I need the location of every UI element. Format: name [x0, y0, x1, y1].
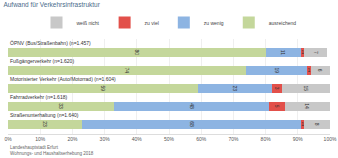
svg-text:1: 1: [301, 49, 304, 55]
svg-text:1: 1: [301, 121, 304, 127]
svg-text:zu viel: zu viel: [145, 20, 159, 26]
svg-text:1: 1: [308, 67, 311, 73]
svg-text:11: 11: [280, 50, 286, 55]
svg-text:74: 74: [124, 67, 130, 73]
svg-text:70%: 70%: [228, 136, 239, 142]
svg-text:50%: 50%: [164, 136, 175, 142]
svg-text:33: 33: [58, 103, 64, 109]
svg-text:Straßenunterhaltung (n=1.640): Straßenunterhaltung (n=1.640): [10, 112, 79, 118]
svg-text:5: 5: [274, 105, 280, 108]
svg-text:Fußgängerverkehr (n=1.620): Fußgängerverkehr (n=1.620): [10, 58, 74, 64]
svg-text:15: 15: [303, 85, 309, 91]
svg-text:0%: 0%: [4, 136, 12, 142]
svg-text:90%: 90%: [293, 136, 304, 142]
svg-text:Motorisierter Verkehr (Auto/Mo: Motorisierter Verkehr (Auto/Motorrad) (n…: [10, 76, 116, 82]
svg-text:100%: 100%: [324, 136, 337, 142]
svg-text:ausreichend: ausreichend: [269, 20, 296, 26]
svg-text:10%: 10%: [35, 136, 46, 142]
svg-text:Landeshauptstadt ErfurtWohnung: Landeshauptstadt ErfurtWohnungs- und Hau…: [10, 145, 94, 156]
svg-text:23: 23: [232, 85, 238, 91]
svg-text:80: 80: [134, 50, 140, 56]
svg-text:40%: 40%: [132, 136, 143, 142]
svg-text:60%: 60%: [196, 136, 207, 142]
svg-text:80%: 80%: [261, 136, 272, 142]
svg-text:7: 7: [313, 51, 319, 54]
svg-text:23: 23: [42, 121, 48, 127]
svg-text:68: 68: [189, 121, 195, 127]
svg-text:59: 59: [100, 85, 106, 91]
svg-text:6: 6: [317, 69, 323, 72]
svg-text:Fahrradverkehr (n=1.618): Fahrradverkehr (n=1.618): [10, 94, 67, 100]
svg-text:8: 8: [314, 123, 320, 126]
svg-text:ÖPNV (Bus/Straßenbahn) (n=1.45: ÖPNV (Bus/Straßenbahn) (n=1.457): [10, 40, 91, 46]
svg-text:3: 3: [274, 87, 280, 90]
svg-text:zu wenig: zu wenig: [204, 20, 224, 26]
svg-text:30%: 30%: [100, 136, 111, 142]
svg-text:Aufwand für Verkehrsinfrastruk: Aufwand für Verkehrsinfrastruktur: [3, 1, 100, 8]
svg-text:48: 48: [189, 103, 195, 109]
svg-text:weiß nicht: weiß nicht: [77, 20, 100, 26]
svg-text:20%: 20%: [67, 136, 78, 142]
svg-text:19: 19: [274, 67, 280, 73]
svg-text:14: 14: [304, 103, 310, 109]
